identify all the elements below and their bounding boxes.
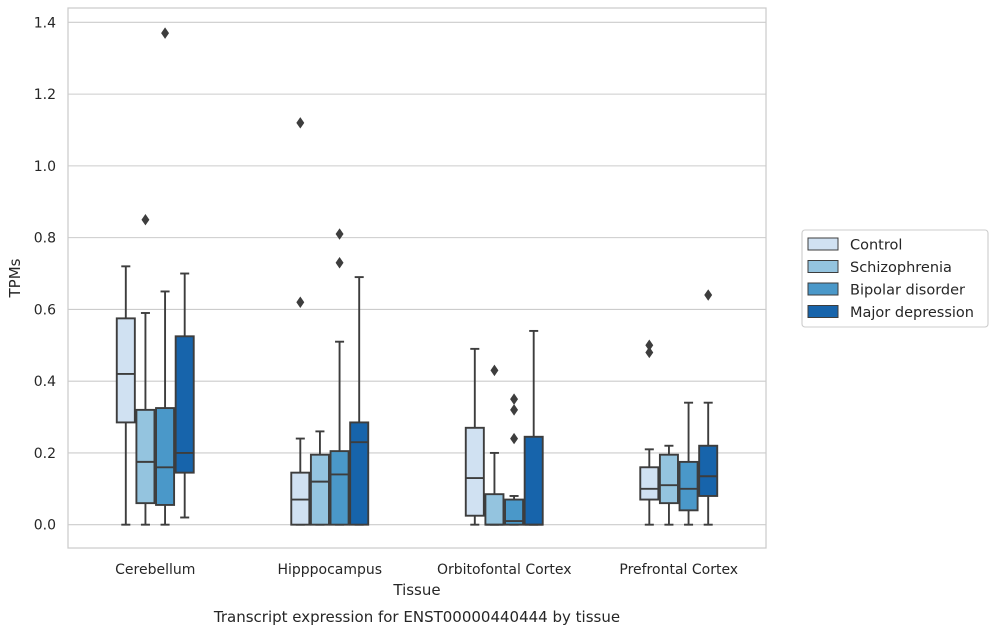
box-body (464, 426, 485, 517)
chart-title: Transcript expression for ENST0000044044… (213, 608, 620, 626)
box-major-depression-2 (523, 329, 544, 526)
box-body (135, 408, 156, 505)
box-body (658, 453, 679, 505)
plot-frame (67, 7, 767, 549)
outlier-point (141, 213, 150, 226)
outlier-point (704, 289, 713, 301)
box-bipolar-disorder-2 (504, 393, 525, 526)
x-tick-label: Cerebellum (115, 562, 195, 578)
legend-swatch (807, 305, 839, 318)
legend-label: Control (850, 238, 902, 254)
y-tick-label: 0.2 (34, 446, 56, 462)
box-body (523, 435, 544, 526)
y-axis-label: TPMs (6, 258, 24, 298)
box-control-2 (464, 347, 485, 526)
box-schizophrenia-1 (309, 430, 330, 526)
outlier-point (335, 228, 344, 240)
legend: Control Schizophrenia Bipolar disorder Majo… (801, 229, 989, 328)
box-schizophrenia-2 (484, 364, 505, 526)
box-body (329, 450, 350, 526)
box-control-1 (290, 117, 311, 526)
box-body (484, 493, 505, 526)
box-bipolar-disorder-3 (678, 401, 699, 526)
box-major-depression-1 (349, 276, 370, 526)
box-bipolar-disorder-0 (155, 27, 176, 526)
box-schizophrenia-0 (135, 213, 156, 526)
legend-swatch (807, 260, 839, 273)
outlier-point (296, 117, 305, 129)
box-body (678, 460, 699, 512)
legend-frame (801, 229, 989, 328)
y-tick-label: 0.4 (34, 374, 56, 390)
box-control-0 (115, 265, 136, 526)
outlier-point (296, 296, 305, 308)
box-bipolar-disorder-1 (329, 228, 350, 526)
y-tick-label: 1.0 (34, 159, 56, 175)
box-body (504, 498, 525, 526)
x-tick-label: Hipppocampus (277, 562, 382, 578)
y-tick-label: 0.0 (34, 518, 56, 534)
outlier-point (335, 257, 344, 269)
outlier-point (510, 432, 519, 445)
box-body (698, 444, 719, 497)
legend-swatch (807, 237, 839, 251)
x-tick-label: Orbitofontal Cortex (437, 562, 572, 578)
y-tick-label: 1.2 (34, 87, 56, 103)
legend-label: Major depression (850, 305, 974, 321)
y-tick-label: 1.4 (34, 15, 56, 31)
box-body (115, 317, 136, 424)
box-major-depression-3 (698, 289, 719, 526)
box-schizophrenia-3 (658, 444, 679, 526)
y-tick-label: 0.8 (34, 231, 56, 247)
box-body (309, 453, 330, 526)
outlier-point (645, 339, 654, 352)
y-tick-labels: 0.0 0.2 0.4 0.6 0.8 1.0 1.2 1.4 (34, 15, 56, 533)
outlier-point (510, 404, 519, 416)
box-body (155, 407, 176, 506)
box-major-depression-0 (174, 272, 195, 519)
box-body (174, 335, 195, 474)
box-body (639, 466, 660, 501)
legend-label: Schizophrenia (850, 260, 952, 276)
box-body (349, 421, 370, 526)
outlier-point (510, 393, 519, 405)
x-tick-labels: Cerebellum Hipppocampus Orbitofontal Corte… (115, 562, 738, 578)
outlier-point (161, 27, 170, 39)
outlier-point (490, 364, 499, 377)
box-groups (115, 27, 719, 526)
outlier-point (645, 346, 654, 359)
box-control-3 (639, 339, 660, 526)
legend-label: Bipolar disorder (850, 283, 965, 299)
x-axis-label: Tissue (392, 581, 440, 599)
y-tick-label: 0.6 (34, 302, 56, 318)
legend-swatch (807, 282, 839, 296)
x-tick-label: Prefrontal Cortex (619, 562, 738, 578)
